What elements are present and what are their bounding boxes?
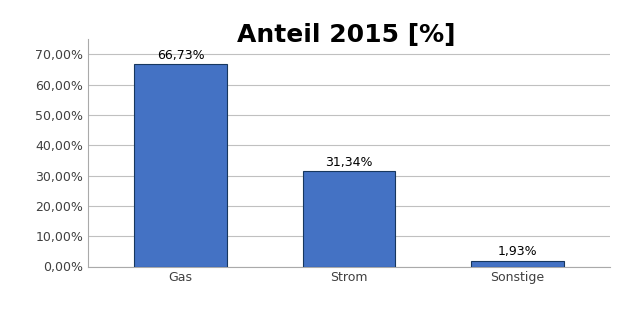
Text: 31,34%: 31,34% [325,156,373,169]
Text: 1,93%: 1,93% [498,245,537,258]
Legend: Anteil 2015 [%]: Anteil 2015 [%] [285,323,413,325]
Bar [135,64,227,266]
Text: Anteil 2015 [%]: Anteil 2015 [%] [237,23,455,47]
Bar [471,261,564,266]
Bar [303,171,396,266]
Text: 66,73%: 66,73% [157,49,204,62]
